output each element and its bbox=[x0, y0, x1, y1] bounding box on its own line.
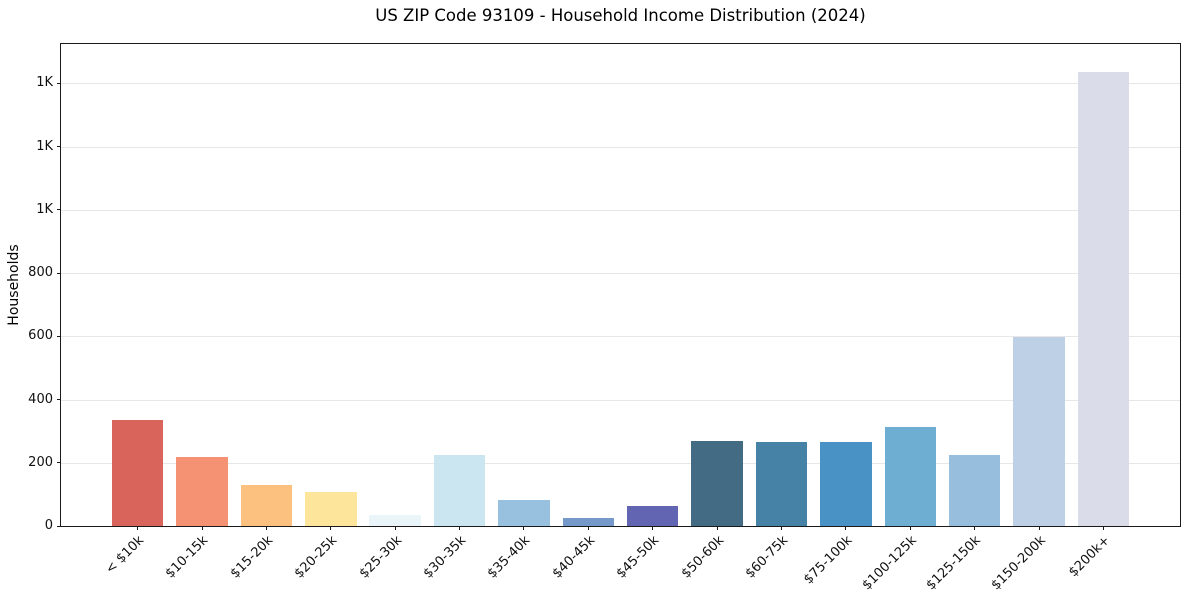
gridline bbox=[61, 462, 1180, 464]
bar bbox=[1077, 71, 1130, 526]
y-tick bbox=[57, 209, 61, 211]
x-tick bbox=[459, 526, 460, 530]
x-tick-label: $25-30k bbox=[356, 533, 405, 582]
x-tick bbox=[137, 526, 139, 530]
x-tick bbox=[201, 526, 203, 530]
gridline bbox=[61, 209, 1180, 211]
bar bbox=[562, 517, 615, 526]
x-tick-label: < $10k bbox=[103, 533, 148, 578]
bar bbox=[369, 514, 421, 526]
y-tick bbox=[57, 272, 61, 274]
gridline bbox=[61, 83, 1180, 85]
x-tick bbox=[716, 526, 718, 530]
y-tick-label: 1K bbox=[36, 138, 53, 154]
gridline bbox=[61, 336, 1180, 338]
y-tick-label: 600 bbox=[28, 328, 53, 344]
x-tick-label: $150-200k bbox=[988, 533, 1049, 590]
x-tick-label: $125-150k bbox=[924, 533, 985, 590]
x-tick bbox=[265, 526, 267, 530]
x-tick bbox=[909, 526, 911, 530]
y-tick-label: 0 bbox=[44, 518, 53, 534]
gridline bbox=[61, 399, 1180, 401]
bar bbox=[755, 442, 808, 526]
bar bbox=[626, 505, 679, 526]
x-tick bbox=[845, 526, 847, 530]
bar bbox=[498, 499, 550, 526]
y-tick bbox=[57, 462, 61, 464]
x-tick-label: $20-25k bbox=[291, 533, 341, 582]
x-tick bbox=[781, 526, 782, 530]
bar bbox=[884, 427, 936, 526]
x-tick-label: $75-100k bbox=[801, 533, 856, 588]
x-tick bbox=[330, 526, 332, 530]
bar bbox=[240, 484, 293, 526]
bar bbox=[433, 454, 486, 526]
x-tick-label: $10-15k bbox=[163, 533, 212, 582]
chart-title: US ZIP Code 93109 - Household Income Dis… bbox=[375, 6, 866, 25]
y-tick bbox=[57, 399, 61, 400]
x-tick bbox=[523, 526, 525, 530]
x-tick-label: $35-40k bbox=[485, 533, 534, 582]
y-tick bbox=[57, 525, 61, 527]
bar bbox=[305, 492, 357, 526]
x-tick-label: $60-75k bbox=[742, 533, 792, 582]
x-tick bbox=[1038, 526, 1040, 530]
y-tick-label: 200 bbox=[28, 454, 53, 470]
bar bbox=[176, 457, 228, 526]
bar bbox=[1013, 337, 1065, 526]
y-tick bbox=[57, 335, 61, 337]
x-tick-label: $50-60k bbox=[678, 533, 727, 582]
x-tick-label: $30-35k bbox=[420, 533, 470, 582]
y-tick bbox=[57, 82, 61, 84]
y-axis-label: Households bbox=[6, 244, 22, 326]
x-tick-label: $45-50k bbox=[613, 533, 663, 582]
x-tick bbox=[587, 526, 589, 530]
x-tick-label: $100-125k bbox=[859, 533, 920, 590]
y-tick-label: 400 bbox=[28, 391, 53, 407]
plot-area: < $10k $10-15k $15-20k $20-25k $25-30k $30-35… bbox=[28, 43, 1181, 590]
x-tick bbox=[652, 526, 654, 530]
x-tick-label: $15-20k bbox=[227, 533, 277, 582]
gridline bbox=[61, 146, 1180, 148]
bar bbox=[948, 455, 1001, 526]
x-tick-label: $40-45k bbox=[549, 533, 598, 582]
gridline bbox=[61, 273, 1180, 274]
x-tick bbox=[1102, 526, 1104, 530]
x-tick-label: $200k+ bbox=[1065, 533, 1114, 581]
y-tick-label: 1K bbox=[36, 201, 53, 217]
y-tick-label: 800 bbox=[28, 265, 53, 281]
y-tick bbox=[57, 146, 61, 147]
bar bbox=[820, 441, 872, 526]
x-tick bbox=[394, 526, 396, 530]
bar bbox=[691, 441, 743, 526]
bar bbox=[111, 420, 164, 526]
y-tick-label: 1K bbox=[36, 75, 53, 91]
x-tick bbox=[974, 526, 976, 530]
